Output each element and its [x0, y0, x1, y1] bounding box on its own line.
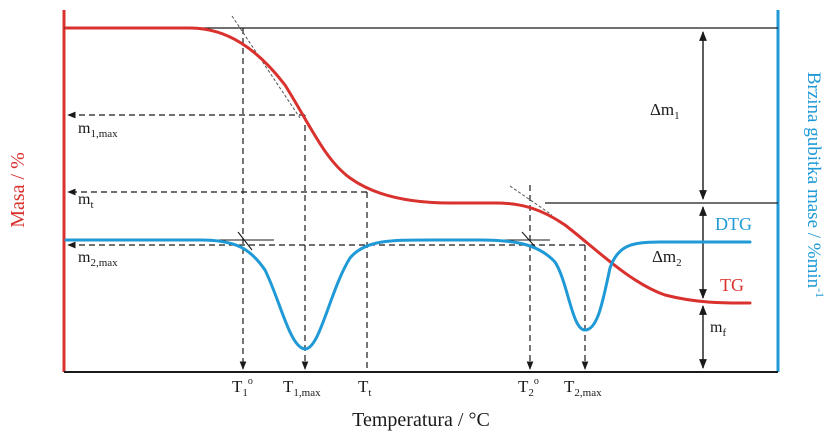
tg-tangent-1 [231, 15, 301, 119]
m2max-label: m2,max [78, 249, 118, 269]
dtg-curve [64, 238, 752, 351]
bottom-axis-title: Temperatura / °C [352, 409, 490, 431]
t2o-label: T2o [518, 376, 539, 399]
mt-label: mt [78, 191, 94, 211]
left-axis-title: Masa / % [7, 152, 29, 228]
tg-curve [64, 26, 752, 305]
mf-label: mf [710, 319, 726, 339]
t1o-label: T1o [232, 376, 253, 399]
right-axis-title-main: Brzina gubitka mase / %min [803, 72, 824, 289]
tangent-lines [231, 15, 553, 216]
tt-label: Tt [358, 377, 371, 399]
dm1-label: Δm1 [650, 100, 680, 122]
tg-tangent-2 [509, 185, 553, 216]
temperature-drop-lines [239, 28, 589, 370]
right-axis-title-exp: -1 [813, 288, 827, 298]
t2max-label: T2,max [564, 377, 602, 399]
t1o-onset-slant [237, 231, 253, 251]
t1max-label: T1,max [283, 377, 321, 399]
tg-label: TG [720, 275, 744, 295]
dm2-label: Δm2 [652, 247, 682, 269]
m1max-label: m1,max [78, 120, 118, 140]
dtg-label: DTG [715, 214, 752, 234]
bottom-axis-title-main: Temperatura / [352, 409, 468, 431]
right-axis-title: Brzina gubitka mase / %min-1 [803, 72, 827, 298]
mass-leader-lines [67, 111, 585, 249]
bottom-axis-title-unit: °C [468, 409, 489, 431]
